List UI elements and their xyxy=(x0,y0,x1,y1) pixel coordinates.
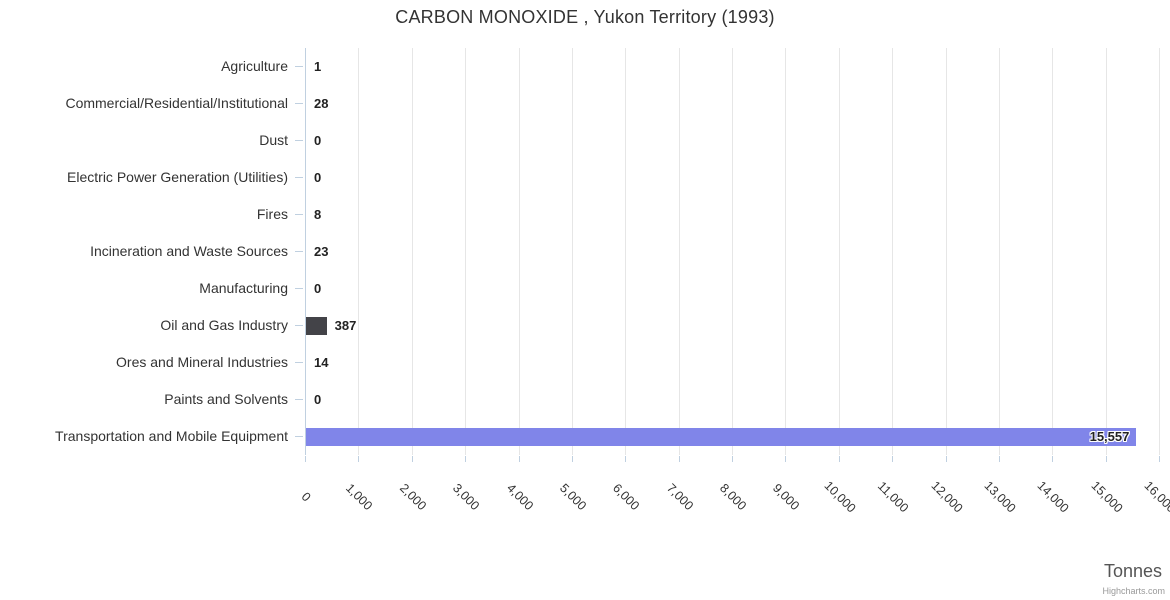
x-axis-tick xyxy=(892,456,894,462)
data-label: 0 xyxy=(314,170,322,185)
gridline xyxy=(571,48,573,455)
x-axis-tick-label: 1,000 xyxy=(343,480,376,514)
x-axis-tick xyxy=(945,456,947,462)
data-label: 28 xyxy=(314,96,329,111)
x-axis-tick xyxy=(678,456,680,462)
x-axis-tick-label: 13,000 xyxy=(981,478,1019,516)
data-label: 14 xyxy=(314,355,329,370)
x-axis-tick xyxy=(785,456,787,462)
gridline xyxy=(1105,48,1107,455)
category-axis-tick xyxy=(295,362,303,363)
category-label: Manufacturing xyxy=(199,280,288,296)
x-axis-tick xyxy=(518,456,520,462)
x-axis-tick xyxy=(1052,456,1054,462)
x-axis-tick-label: 2,000 xyxy=(396,480,429,514)
gridline xyxy=(465,48,467,455)
category-axis-tick xyxy=(295,399,303,400)
gridline xyxy=(411,48,413,455)
gridline xyxy=(625,48,627,455)
data-label: 23 xyxy=(314,244,329,259)
x-axis-tick-label: 4,000 xyxy=(503,480,536,514)
gridline xyxy=(1052,48,1054,455)
data-label: 8 xyxy=(314,207,322,222)
x-axis-tick-label: 6,000 xyxy=(610,480,643,514)
data-label: 0 xyxy=(314,392,322,407)
x-axis-tick-label: 16,000 xyxy=(1141,478,1170,516)
category-axis-tick xyxy=(295,66,303,67)
x-axis-tick xyxy=(411,456,413,462)
category-axis-tick xyxy=(295,177,303,178)
category-axis-tick xyxy=(295,325,303,326)
x-axis-tick xyxy=(305,456,306,462)
category-label: Transportation and Mobile Equipment xyxy=(55,428,288,444)
gridline xyxy=(892,48,894,455)
gridline xyxy=(998,48,1000,455)
x-axis-tick-label: 0 xyxy=(298,489,314,505)
gridline xyxy=(945,48,947,455)
gridline xyxy=(732,48,733,455)
x-axis-tick-label: 15,000 xyxy=(1088,478,1126,516)
x-axis-tick-label: 3,000 xyxy=(450,480,483,514)
x-axis-tick xyxy=(998,456,1000,462)
gridline xyxy=(1159,48,1160,455)
category-label: Agriculture xyxy=(221,58,288,74)
category-label: Electric Power Generation (Utilities) xyxy=(67,169,288,185)
data-label: 1 xyxy=(314,59,322,74)
x-axis-title: Tonnes xyxy=(1103,561,1162,581)
category-axis-tick xyxy=(295,103,303,104)
highcharts-credits-link[interactable]: Highcharts.com xyxy=(1102,586,1165,596)
category-axis-tick xyxy=(295,214,303,215)
x-axis-tick-label: 11,000 xyxy=(874,478,912,516)
data-label: 0 xyxy=(314,133,322,148)
x-axis-tick xyxy=(465,456,467,462)
category-axis-tick xyxy=(295,288,303,289)
gridline xyxy=(838,48,840,455)
x-axis-tick xyxy=(1159,456,1160,462)
x-axis-tick-label: 9,000 xyxy=(770,480,803,514)
x-axis-tick-label: 8,000 xyxy=(716,480,750,514)
x-axis-tick-label: 12,000 xyxy=(928,478,965,516)
x-axis-tick xyxy=(838,456,840,462)
bar[interactable] xyxy=(306,316,327,335)
x-axis-tick xyxy=(571,456,573,462)
x-axis-tick xyxy=(1105,456,1107,462)
category-label: Fires xyxy=(256,206,288,222)
category-label: Incineration and Waste Sources xyxy=(90,243,288,259)
category-label: Commercial/Residential/Institutional xyxy=(65,95,288,111)
data-label: 387 xyxy=(334,318,357,333)
category-label: Paints and Solvents xyxy=(164,391,288,407)
x-axis-tick-label: 7,000 xyxy=(663,480,696,514)
x-axis-tick xyxy=(732,456,733,462)
category-axis-tick xyxy=(295,436,303,437)
gridline xyxy=(785,48,787,455)
category-axis-tick xyxy=(295,251,303,252)
x-axis-tick-label: 10,000 xyxy=(821,478,859,516)
category-label: Dust xyxy=(259,132,288,148)
category-label: Ores and Mineral Industries xyxy=(116,354,288,370)
bar[interactable] xyxy=(306,427,1137,446)
data-label: 0 xyxy=(314,281,322,296)
category-axis-tick xyxy=(295,140,303,141)
category-label: Oil and Gas Industry xyxy=(160,317,288,333)
gridline xyxy=(678,48,680,455)
gridline xyxy=(518,48,520,455)
x-axis-tick-label: 5,000 xyxy=(556,480,589,514)
x-axis-tick xyxy=(625,456,627,462)
chart-title: CARBON MONOXIDE , Yukon Territory (1993) xyxy=(395,7,775,27)
x-axis-tick xyxy=(358,456,360,462)
x-axis-tick-label: 14,000 xyxy=(1034,478,1072,516)
data-label: 15,557 xyxy=(1089,429,1130,444)
gridline xyxy=(358,48,360,455)
plot-area xyxy=(305,48,1160,455)
